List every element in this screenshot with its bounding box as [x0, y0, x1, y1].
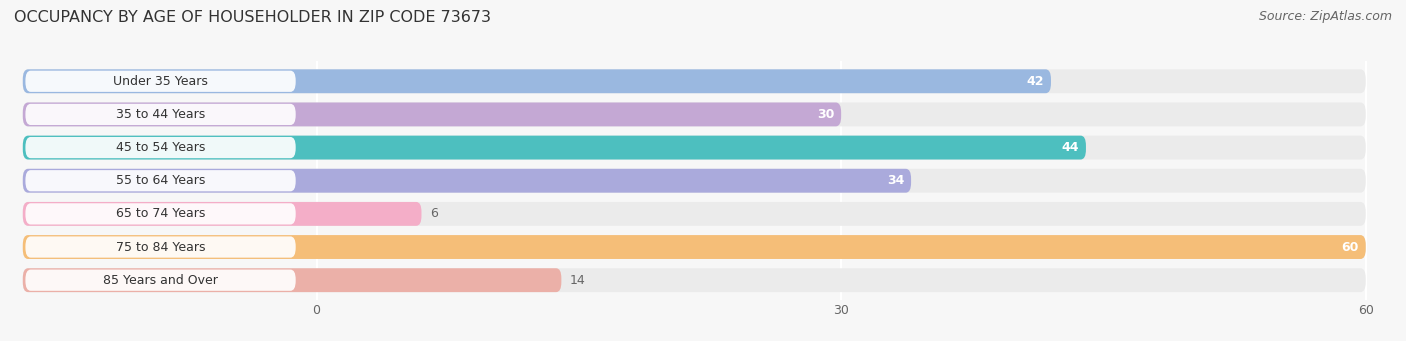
FancyBboxPatch shape — [22, 169, 911, 193]
Text: Source: ZipAtlas.com: Source: ZipAtlas.com — [1258, 10, 1392, 23]
FancyBboxPatch shape — [22, 103, 841, 127]
FancyBboxPatch shape — [22, 136, 1365, 160]
FancyBboxPatch shape — [22, 202, 422, 226]
Text: 34: 34 — [887, 174, 904, 187]
Text: 42: 42 — [1026, 75, 1045, 88]
Text: 14: 14 — [569, 274, 586, 287]
FancyBboxPatch shape — [22, 69, 1365, 93]
Text: 75 to 84 Years: 75 to 84 Years — [115, 240, 205, 254]
FancyBboxPatch shape — [22, 69, 1050, 93]
Text: 30: 30 — [817, 108, 834, 121]
FancyBboxPatch shape — [22, 235, 1365, 259]
FancyBboxPatch shape — [25, 170, 295, 191]
FancyBboxPatch shape — [25, 270, 295, 291]
FancyBboxPatch shape — [22, 169, 1365, 193]
Text: Under 35 Years: Under 35 Years — [112, 75, 208, 88]
Text: 55 to 64 Years: 55 to 64 Years — [115, 174, 205, 187]
FancyBboxPatch shape — [25, 71, 295, 92]
FancyBboxPatch shape — [22, 136, 1085, 160]
Text: 60: 60 — [1341, 240, 1358, 254]
FancyBboxPatch shape — [25, 203, 295, 224]
Text: 65 to 74 Years: 65 to 74 Years — [115, 207, 205, 220]
FancyBboxPatch shape — [22, 202, 1365, 226]
Text: OCCUPANCY BY AGE OF HOUSEHOLDER IN ZIP CODE 73673: OCCUPANCY BY AGE OF HOUSEHOLDER IN ZIP C… — [14, 10, 491, 25]
FancyBboxPatch shape — [22, 268, 1365, 292]
FancyBboxPatch shape — [22, 268, 561, 292]
FancyBboxPatch shape — [25, 137, 295, 158]
FancyBboxPatch shape — [25, 104, 295, 125]
Text: 85 Years and Over: 85 Years and Over — [103, 274, 218, 287]
Text: 35 to 44 Years: 35 to 44 Years — [115, 108, 205, 121]
Text: 44: 44 — [1062, 141, 1078, 154]
Text: 6: 6 — [430, 207, 439, 220]
Text: 45 to 54 Years: 45 to 54 Years — [115, 141, 205, 154]
FancyBboxPatch shape — [22, 103, 1365, 127]
FancyBboxPatch shape — [22, 235, 1365, 259]
FancyBboxPatch shape — [25, 236, 295, 258]
